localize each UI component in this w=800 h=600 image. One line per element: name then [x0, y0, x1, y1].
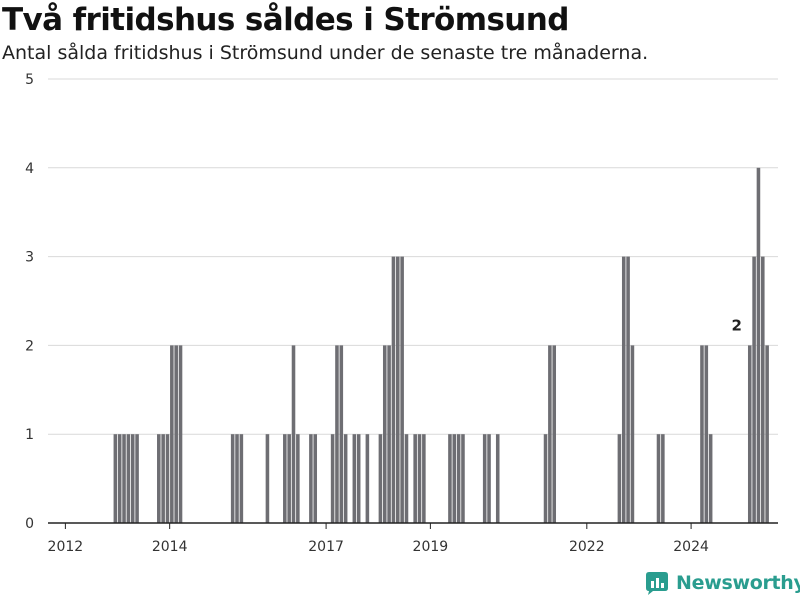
bar — [365, 434, 370, 523]
bars — [113, 167, 769, 524]
bar — [291, 345, 296, 523]
bar — [239, 434, 244, 523]
bar — [165, 434, 170, 523]
chart-subtitle: Antal sålda fritidshus i Strömsund under… — [2, 42, 649, 64]
bar — [113, 434, 118, 523]
bar — [335, 345, 339, 523]
bar — [382, 345, 387, 523]
highlight-value-label: 2 — [732, 316, 742, 334]
bar — [456, 434, 461, 523]
bar — [235, 434, 239, 523]
bar — [452, 434, 457, 523]
bar — [126, 434, 131, 523]
bar — [174, 345, 178, 523]
x-tick-label: 2017 — [308, 539, 344, 555]
bar — [548, 345, 552, 523]
y-axis-labels: 0 1 2 3 4 5 — [25, 72, 34, 532]
bar — [482, 434, 487, 523]
y-tick-label: 4 — [25, 161, 34, 177]
bar — [747, 345, 752, 523]
bar — [296, 434, 300, 523]
bar — [461, 434, 465, 523]
gridlines — [48, 78, 778, 435]
bar — [413, 434, 417, 523]
chart-title: Två fritidshus såldes i Strömsund — [2, 2, 569, 38]
bar — [552, 345, 557, 523]
bar — [265, 434, 270, 523]
bar — [495, 434, 500, 523]
bar — [117, 434, 122, 523]
y-tick-label: 2 — [25, 338, 34, 354]
bar — [487, 434, 491, 523]
x-tick-label: 2014 — [152, 539, 188, 555]
bar — [617, 434, 622, 523]
bar — [343, 434, 348, 523]
bar — [161, 434, 165, 523]
bar — [630, 345, 635, 523]
y-tick-label: 1 — [25, 427, 34, 443]
bar — [656, 434, 661, 523]
bar — [396, 256, 400, 523]
bar — [400, 256, 404, 523]
brand: Newsworthy — [644, 570, 800, 596]
bar — [178, 345, 183, 523]
bar — [130, 434, 135, 523]
x-tick-label: 2019 — [413, 539, 449, 555]
bar — [283, 434, 287, 523]
bar — [122, 434, 126, 523]
bar — [309, 434, 313, 523]
bar — [387, 345, 391, 523]
x-tick-label: 2012 — [48, 539, 84, 555]
bar — [157, 434, 161, 523]
bar — [391, 256, 396, 523]
x-tick-label: 2022 — [569, 539, 605, 555]
newsworthy-logo-icon — [646, 572, 668, 595]
bar — [170, 345, 174, 523]
bar — [761, 256, 765, 523]
bar — [543, 434, 548, 523]
bar — [330, 434, 335, 523]
bar — [661, 434, 665, 523]
bar — [287, 434, 291, 523]
x-tick-label: 2024 — [673, 539, 709, 555]
bar — [700, 345, 704, 523]
bar — [708, 434, 713, 523]
bar — [621, 256, 626, 523]
bar — [448, 434, 452, 523]
bar — [756, 167, 761, 524]
bar — [626, 256, 630, 523]
bar — [752, 256, 756, 523]
bar — [230, 434, 235, 523]
bar — [313, 434, 318, 523]
bar — [339, 345, 344, 523]
annotations: 2 — [730, 314, 744, 336]
y-tick-label: 3 — [25, 250, 34, 266]
bar — [765, 345, 769, 523]
x-axis: 2012 2014 2017 2019 2022 2024 — [48, 522, 778, 555]
y-tick-label: 0 — [25, 516, 34, 532]
brand-name: Newsworthy — [676, 572, 800, 594]
bar — [378, 434, 383, 523]
bar — [417, 434, 422, 523]
bar — [135, 434, 139, 523]
bar — [352, 434, 357, 523]
bar — [422, 434, 426, 523]
bar — [356, 434, 361, 523]
bar — [404, 434, 409, 523]
bar — [704, 345, 709, 523]
y-tick-label: 5 — [25, 72, 34, 88]
